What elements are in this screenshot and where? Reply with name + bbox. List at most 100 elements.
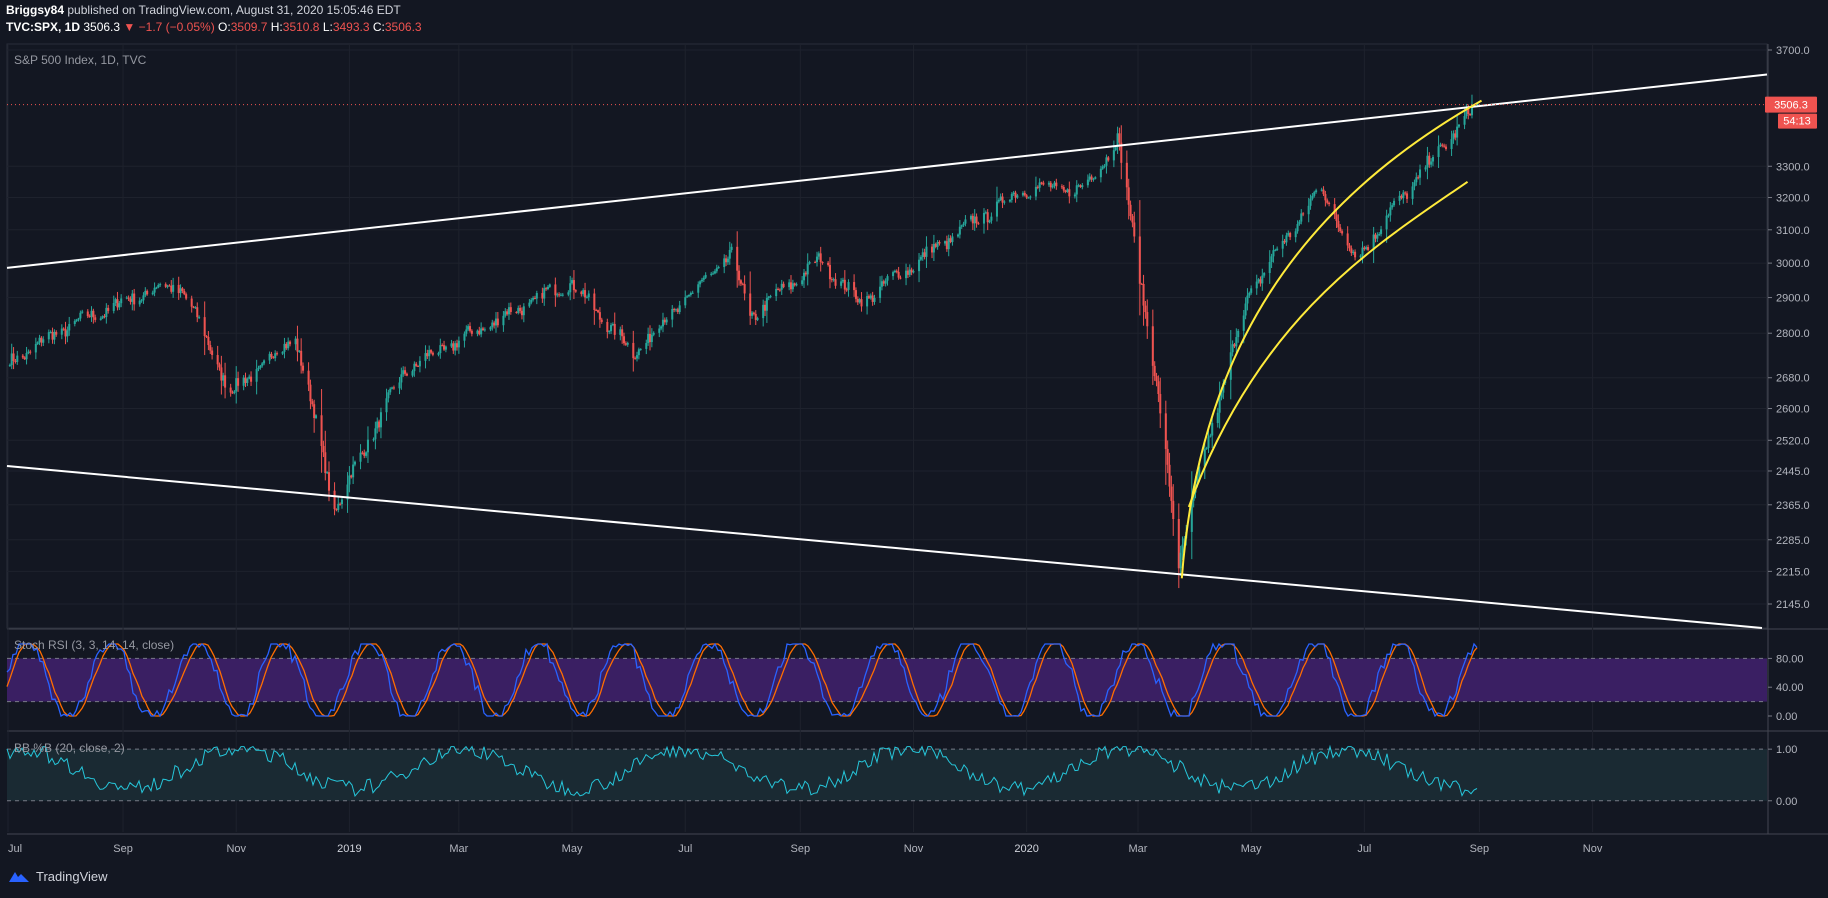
candle-body [1222, 383, 1225, 393]
candle-body [806, 263, 809, 275]
candle-body [86, 311, 89, 317]
tradingview-footer[interactable]: TradingView [8, 868, 108, 884]
candle-body [1231, 344, 1234, 353]
stoch-panel-title: Stoch RSI (3, 3, 14, 14, close) [14, 638, 175, 652]
candle-body [1166, 448, 1169, 465]
candle-body [938, 241, 941, 244]
candle-body [335, 509, 338, 511]
candle-body [1114, 147, 1117, 151]
candle-body [481, 328, 485, 331]
candle-body [157, 285, 160, 288]
candle-body [1012, 192, 1015, 194]
author-name[interactable]: Briggsy84 [6, 3, 65, 17]
candle-body [1326, 200, 1329, 203]
candle-body [780, 283, 783, 290]
candle-body [751, 312, 754, 316]
candle-body [1198, 466, 1201, 477]
candle-body [1064, 190, 1067, 192]
candle-body [450, 343, 453, 347]
candle-body [1081, 185, 1084, 188]
candle-body [42, 339, 45, 343]
candle-body [261, 363, 264, 366]
candle-body [571, 280, 574, 284]
price-tick-label: 2900.0 [1776, 293, 1810, 305]
candle-body [1008, 199, 1011, 202]
candle-body [411, 371, 414, 376]
candle-body [196, 307, 199, 318]
price-tick-label: 2800.0 [1776, 328, 1810, 340]
candle-body [376, 421, 379, 429]
candle-body [1010, 193, 1013, 200]
candle-body [841, 279, 844, 282]
candle-body [522, 306, 525, 316]
candle-body [1099, 168, 1102, 178]
candle-body [880, 281, 883, 287]
candle-body [138, 300, 141, 305]
candle-body [23, 357, 26, 360]
candle-body [1001, 196, 1004, 203]
candle-body [1424, 167, 1427, 170]
candle-body [101, 316, 104, 319]
candle-body [918, 259, 921, 272]
candle-body [840, 281, 843, 286]
price-tick-label: 2285.0 [1776, 535, 1810, 547]
candle-body [268, 353, 271, 361]
footer-brand: TradingView [36, 868, 108, 884]
candle-body [975, 216, 978, 224]
candle-body [1151, 326, 1154, 366]
candle-body [244, 377, 247, 383]
candle-body [16, 355, 19, 362]
candle-body [741, 283, 744, 285]
price-tick-label: 3000.0 [1776, 258, 1810, 270]
candle-body [218, 364, 221, 368]
candle-body [610, 325, 613, 332]
candle-body [27, 351, 30, 354]
candle-body [1133, 222, 1136, 237]
candle-body [198, 317, 201, 319]
candle-body [404, 370, 407, 374]
candle-body [1086, 179, 1089, 186]
candle-body [105, 307, 108, 317]
candle-body [1153, 365, 1156, 377]
time-tick-label: Jul [1357, 843, 1371, 855]
candle-body [363, 452, 366, 456]
candle-body [153, 287, 156, 293]
price-tick-label: 3100.0 [1776, 225, 1810, 237]
candle-body [114, 299, 117, 303]
candle-body [389, 388, 392, 393]
candle-body [710, 273, 713, 275]
candle-body [712, 273, 715, 275]
candle-body [229, 387, 232, 393]
candle-body [322, 445, 325, 453]
stoch-band [7, 658, 1767, 702]
candle-body [1023, 192, 1026, 196]
time-tick-label: May [1241, 843, 1262, 855]
candle-body [869, 295, 872, 299]
candle-body [982, 212, 986, 224]
candle-body [1144, 305, 1147, 313]
candle-body [1055, 182, 1058, 187]
candle-body [736, 246, 739, 271]
candle-body [289, 341, 292, 345]
candle-body [185, 294, 188, 299]
candle-body [62, 328, 65, 330]
candle-body [25, 353, 28, 360]
candle-body [1287, 232, 1290, 236]
candle-body [821, 262, 824, 264]
candle-body [1361, 247, 1364, 256]
open-value: 3509.7 [230, 20, 268, 34]
candle-body [94, 317, 97, 320]
candle-body [1021, 192, 1024, 196]
candle-body [192, 306, 195, 308]
price-change: −1.7 (−0.05%) [138, 20, 215, 34]
candle-body [12, 353, 15, 361]
candle-body [203, 317, 206, 337]
candle-body [272, 357, 275, 359]
candle-body [804, 272, 807, 275]
lower-arc [1187, 180, 1469, 508]
candle-body [949, 238, 952, 243]
candle-body [752, 312, 755, 314]
candle-body [151, 292, 154, 295]
candle-body [502, 315, 505, 326]
